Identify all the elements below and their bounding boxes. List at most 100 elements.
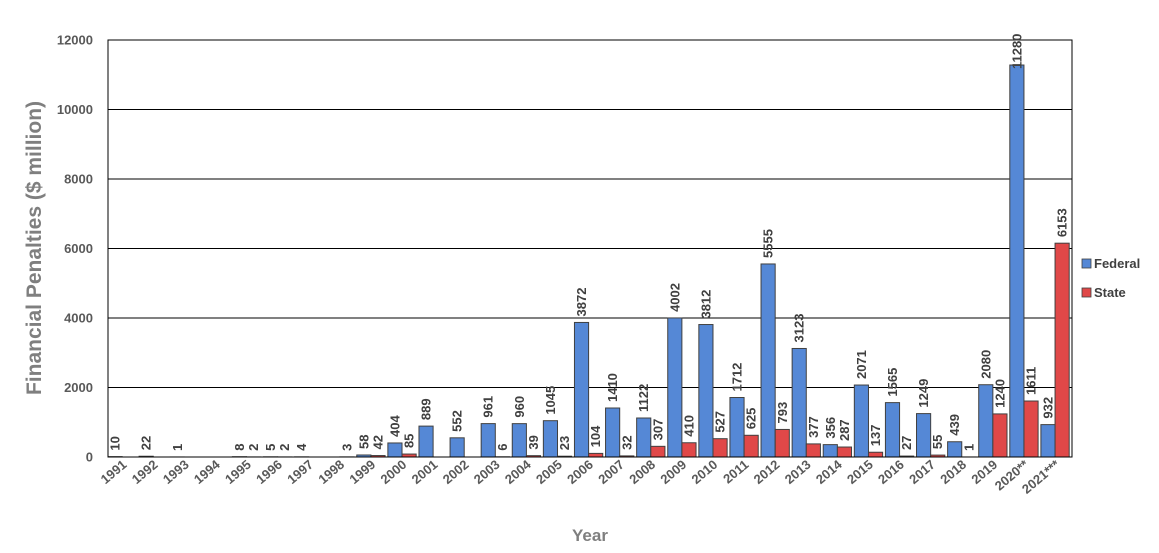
- data-label: 3123: [792, 314, 807, 343]
- x-tick-label: 2002: [440, 457, 472, 487]
- bar-state-2010: [712, 438, 728, 458]
- y-tick-label: 12000: [57, 33, 93, 48]
- bar-federal-2006: [573, 321, 590, 458]
- bar-federal-2021: [1040, 424, 1056, 458]
- data-label: 58: [356, 435, 371, 449]
- bar-federal-2005: [542, 420, 559, 458]
- bar-state-2011: [743, 434, 759, 458]
- x-tick-label: 2005: [533, 457, 565, 487]
- data-label: 404: [387, 415, 402, 437]
- data-label: 4: [294, 443, 309, 451]
- bars: [107, 64, 1070, 458]
- x-tick-label: 2008: [626, 457, 658, 487]
- y-tick-label: 8000: [64, 172, 93, 187]
- data-label: 1: [170, 444, 185, 451]
- x-tick-label: 1993: [160, 457, 192, 487]
- x-tick-label: 2003: [471, 457, 503, 487]
- data-label: 5555: [761, 229, 776, 258]
- data-label: 2071: [854, 350, 869, 379]
- data-label: 439: [947, 414, 962, 436]
- x-tick-label: 2001: [409, 457, 441, 487]
- data-label: 137: [868, 425, 883, 447]
- data-label: 793: [775, 402, 790, 424]
- data-label: 2: [277, 444, 292, 451]
- bar-federal-2014: [822, 444, 838, 458]
- data-label: 961: [481, 396, 496, 418]
- data-label: 8: [232, 443, 247, 450]
- data-label: 3: [339, 444, 354, 451]
- plot-frame: [107, 39, 1073, 458]
- bar-state-2006: [588, 452, 604, 458]
- y-tick-label: 0: [86, 450, 93, 465]
- data-labels: 10 22 1 8 2 5 2 4 3 58 424048588955296169603910452…: [108, 34, 1070, 451]
- bar-federal-2000: [387, 442, 403, 458]
- data-label: 55: [930, 435, 945, 449]
- x-tick-label: 2015: [844, 457, 876, 487]
- bar-federal-2003: [480, 423, 496, 458]
- data-label: 356: [823, 417, 838, 439]
- data-label: 2080: [978, 350, 993, 379]
- bar-state-2008: [650, 445, 666, 458]
- y-tick-label: 2000: [64, 380, 93, 395]
- y-axis-title: Financial Penalties ($ million): [23, 101, 46, 395]
- x-tick-label: 1998: [315, 457, 347, 487]
- data-label: 1565: [885, 368, 900, 397]
- data-label: 1122: [636, 384, 651, 412]
- bar-state-2014: [836, 446, 853, 458]
- y-tick-label: 4000: [64, 311, 93, 326]
- data-label: 6153: [1055, 208, 1070, 237]
- x-tick-label: 2000: [378, 457, 410, 487]
- data-label: 3812: [698, 290, 713, 319]
- x-tick-label: 2012: [751, 457, 783, 487]
- x-tick-label: 1992: [129, 457, 161, 487]
- legend-label-federal: Federal: [1094, 256, 1140, 271]
- data-label: 377: [806, 416, 821, 438]
- data-label: 960: [512, 396, 527, 418]
- data-label: 4002: [667, 283, 682, 312]
- data-label: 42: [370, 435, 385, 449]
- x-tick-label: 2007: [595, 457, 627, 487]
- data-label: 932: [1040, 397, 1055, 419]
- bar-federal-2012: [760, 263, 776, 458]
- data-label: 1712: [730, 363, 745, 392]
- data-label: 552: [450, 410, 465, 432]
- plot-border: [107, 39, 1073, 458]
- y-axis-ticks: 0 2000 4000 6000 8000 10000 12000: [57, 33, 93, 465]
- y-tick-label: 6000: [64, 241, 93, 256]
- data-label: 39: [526, 435, 541, 449]
- data-label: 5: [263, 444, 278, 451]
- bar-federal-2011: [729, 397, 745, 458]
- data-label: 625: [744, 408, 759, 430]
- bar-federal-2002: [449, 437, 465, 458]
- bar-federal-2008: [636, 417, 652, 458]
- x-tick-label: 1995: [222, 457, 254, 487]
- x-tick-label: 2018: [937, 457, 969, 487]
- data-label: 10: [108, 436, 123, 450]
- x-tick-label: 2017: [906, 457, 938, 487]
- x-tick-label: 1994: [191, 456, 223, 487]
- data-label: 1611: [1024, 367, 1039, 395]
- bar-state-2012: [774, 428, 790, 458]
- data-label: 3872: [574, 288, 589, 317]
- x-tick-label: 2009: [657, 457, 689, 487]
- x-tick-label: 2013: [782, 457, 814, 487]
- legend-swatch-state: [1081, 287, 1092, 298]
- bar-federal-2015: [853, 384, 869, 458]
- data-label: 85: [402, 434, 417, 448]
- x-tick-label: 1991: [98, 457, 130, 487]
- data-label: 1240: [992, 379, 1007, 408]
- bar-federal-2007: [605, 407, 621, 458]
- x-tick-label: 1996: [253, 457, 285, 487]
- bar-federal-2017: [916, 413, 932, 458]
- bar-federal-2020: [1009, 64, 1025, 458]
- bar-federal-2004: [511, 423, 527, 458]
- data-label: 1045: [543, 386, 558, 415]
- bar-state-2021: [1054, 242, 1070, 458]
- data-label: 22: [139, 436, 154, 450]
- x-tick-label: 2010: [689, 457, 721, 487]
- data-label: 27: [899, 436, 914, 450]
- bar-federal-2010: [698, 324, 714, 458]
- data-label: 1410: [605, 373, 620, 402]
- bar-federal-2009: [667, 317, 683, 458]
